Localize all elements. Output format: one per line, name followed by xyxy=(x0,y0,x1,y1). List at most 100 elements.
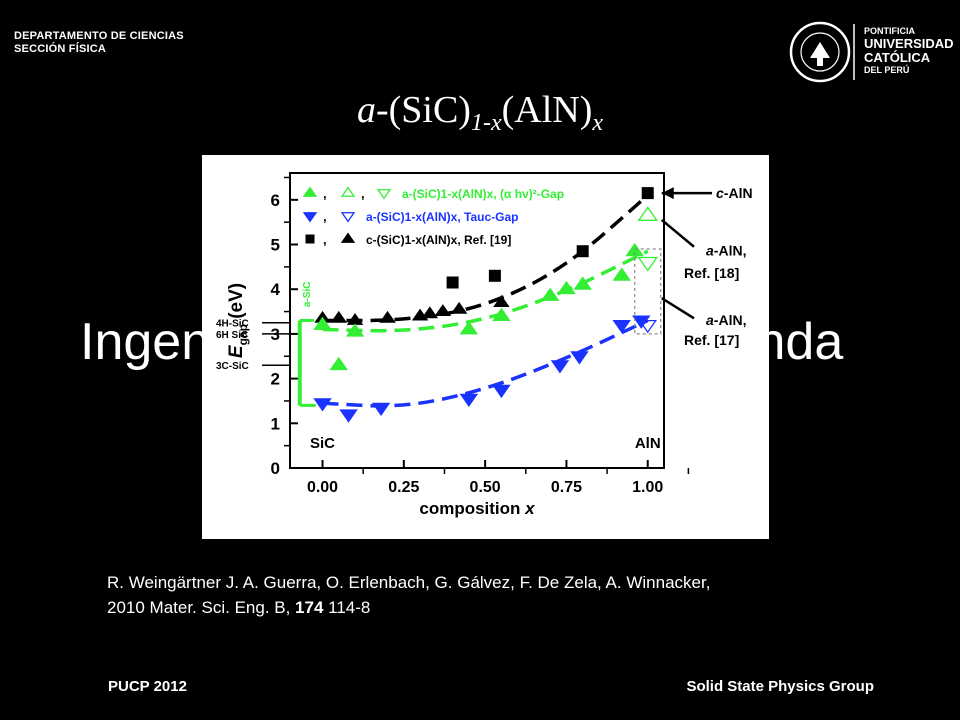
data-point-black-triangle xyxy=(379,310,396,323)
legend-text-blue: a-(SiC)1-x(AlN)x, Tauc-Gap xyxy=(366,210,518,224)
x-tick-label: 0.50 xyxy=(470,479,501,496)
data-point-open-green xyxy=(637,256,658,272)
legend-marker-blue-filled xyxy=(302,212,318,223)
seal-ring-icon xyxy=(789,21,851,83)
data-point-blue xyxy=(550,360,570,374)
legend-separator: , xyxy=(361,186,365,201)
ref-range-box xyxy=(634,248,662,335)
data-point-blue xyxy=(492,384,511,399)
data-point-black-triangle xyxy=(434,304,452,316)
data-point-green xyxy=(313,316,332,330)
footer-right: Solid State Physics Group xyxy=(686,678,874,695)
annotation-a-aln-17-prefix: a xyxy=(706,312,714,328)
reference-text: R. Weingärtner J. A. Guerra, O. Erlenbac… xyxy=(107,570,710,620)
side-label: 4H-SiC xyxy=(216,319,249,330)
logo-line4: DEL PERÚ xyxy=(864,65,910,75)
logo-line2: UNIVERSIDAD xyxy=(864,36,954,51)
reference-line1: R. Weingärtner J. A. Guerra, O. Erlenbac… xyxy=(107,573,711,592)
annotation-a-aln-17-ref: Ref. [17] xyxy=(684,332,739,348)
slide-title: a-(SiC)1-x(AlN)x xyxy=(0,88,960,137)
y-axis-label-part: (eV) xyxy=(226,283,247,324)
y-tick-label: 6 xyxy=(271,191,280,210)
y-tick-label: 4 xyxy=(271,280,281,299)
data-point-black-square xyxy=(641,187,654,200)
data-point-green xyxy=(329,356,349,371)
data-point-blue xyxy=(371,402,391,416)
department-line2: SECCIÓN FÍSICA xyxy=(14,43,107,55)
legend-marker-black-square xyxy=(305,234,315,244)
reference-line2: 2010 Mater. Sci. Eng. B, 174 114-8 xyxy=(107,595,710,620)
department-line1: DEPARTAMENTO DE CIENCIAS xyxy=(14,30,184,42)
side-label: 3C-SiC xyxy=(216,361,249,372)
x-axis-label-text: composition xyxy=(419,499,525,518)
department-label: DEPARTAMENTO DE CIENCIAS SECCIÓN FÍSICA xyxy=(14,30,184,56)
data-point-black-square xyxy=(488,269,501,282)
y-axis-label-part: gap xyxy=(236,324,250,345)
data-point-black-square xyxy=(446,276,459,289)
data-point-green xyxy=(492,307,511,322)
data-point-open-green xyxy=(637,206,658,221)
data-point-blue xyxy=(612,319,631,334)
y-tick-label: 0 xyxy=(271,459,280,478)
corner-label-aln: AlN xyxy=(635,435,661,452)
data-point-blue xyxy=(570,351,589,365)
seal-emblem-icon xyxy=(810,42,830,58)
logo-line3: CATÓLICA xyxy=(864,50,931,65)
annotation-a-aln-18-prefix: a xyxy=(706,243,714,259)
data-point-black-square xyxy=(576,245,589,258)
annotation-a-aln-18: a-AlN, xyxy=(706,243,746,259)
data-point-blue xyxy=(339,409,358,423)
x-tick-label: 1.00 xyxy=(632,479,663,496)
title-sub1: 1-x xyxy=(470,110,502,136)
university-logo xyxy=(789,21,855,83)
x-axis-label: composition x xyxy=(419,499,536,518)
annotation-a-aln-18-ref: Ref. [18] xyxy=(684,265,739,281)
annotation-a-aln-18-text: -AlN, xyxy=(714,243,747,259)
legend-marker-black-triangle xyxy=(340,232,356,243)
data-point-black-triangle xyxy=(421,306,439,319)
data-point-green xyxy=(345,323,365,337)
data-point-open-blue xyxy=(638,319,657,334)
sic-bar-label: a-SiC xyxy=(302,282,313,308)
x-tick-label: 0.25 xyxy=(388,479,419,496)
title-sub2: x xyxy=(592,110,604,136)
annotation-arrowhead xyxy=(661,187,674,200)
data-point-blue xyxy=(313,398,332,412)
data-point-green xyxy=(459,321,479,335)
title-aln: (AlN) xyxy=(501,89,593,131)
university-name: PONTIFICIA UNIVERSIDAD CATÓLICA DEL PERÚ xyxy=(864,26,954,76)
reference-volume: 174 xyxy=(295,598,324,617)
data-point-black-triangle xyxy=(450,301,468,314)
logo-line1: PONTIFICIA xyxy=(864,26,915,36)
data-point-blue xyxy=(459,393,479,408)
annotation-c-aln-prefix: c xyxy=(716,185,724,201)
data-point-green xyxy=(625,242,644,257)
legend-separator: , xyxy=(323,209,327,224)
y-tick-label: 1 xyxy=(271,414,280,433)
reference-journal: 2010 Mater. Sci. Eng. B, xyxy=(107,598,296,617)
legend-marker-green-open xyxy=(340,186,356,197)
legend-text-green: a-(SiC)1-x(AlN)x, (α hν)²-Gap xyxy=(402,187,564,201)
annotation-arrow xyxy=(661,297,695,320)
legend-marker-blue-open xyxy=(340,212,356,223)
annotation-a-aln-17-text: -AlN, xyxy=(714,312,747,328)
legend-separator: , xyxy=(323,186,327,201)
title-a: a xyxy=(356,89,376,131)
y-tick-label: 2 xyxy=(271,370,280,389)
seal-inner-icon xyxy=(800,32,840,72)
data-point-green xyxy=(573,276,592,290)
x-axis-label-var: x xyxy=(524,499,536,518)
side-label: 6H SiC xyxy=(216,330,248,341)
legend-marker-green-open-down xyxy=(376,189,392,200)
annotation-arrow xyxy=(660,218,695,248)
data-point-black-triangle xyxy=(330,310,348,323)
y-tick-label: 5 xyxy=(271,236,280,255)
data-point-green xyxy=(612,267,631,281)
data-point-black-triangle xyxy=(493,295,510,308)
reference-pages: 114-8 xyxy=(323,598,371,617)
legend-separator: , xyxy=(323,232,327,247)
data-point-green xyxy=(540,287,560,301)
legend-text-black: c-(SiC)1-x(AlN)x, Ref. [19] xyxy=(366,233,511,247)
